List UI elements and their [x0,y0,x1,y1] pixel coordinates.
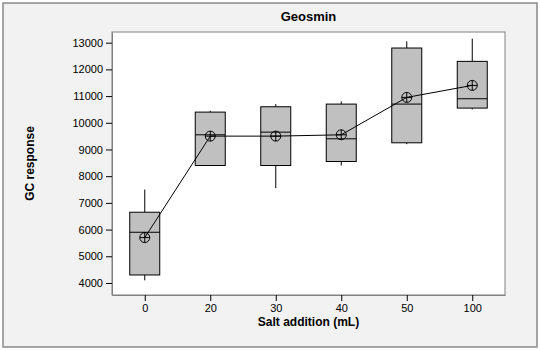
y-tick-label: 9000 [79,144,103,156]
mean-line [145,85,473,237]
box-group [392,41,422,144]
y-tick-mark [106,149,112,150]
x-axis-line [113,295,506,296]
x-tick-mark [210,295,211,301]
mean-circle [402,92,412,102]
upper-whisker [144,190,145,213]
y-tick-label: 8000 [79,170,103,182]
lower-whisker [275,166,276,189]
y-tick-mark [106,43,112,44]
x-tick: 0 [142,295,148,314]
box [195,112,225,165]
chart: 4000 5000 6000 7000 8000 9000 10000 11000 12000 1… [0,0,540,350]
title: Geosmin [281,9,337,24]
y-tick: 11000 [73,90,112,102]
y-tick-label: 11000 [73,90,103,102]
background [3,3,537,347]
median [457,98,487,99]
box [326,104,356,161]
mean-marker [140,233,150,243]
box-group [326,101,356,165]
x-tick-label: 50 [401,302,413,314]
lower-whisker [144,275,145,280]
mean-cross [472,80,473,90]
mean-marker [205,131,215,141]
y-tick: 8000 [79,170,112,182]
y-tick: 5000 [79,250,112,262]
y-tick: 13000 [72,37,112,49]
x-tick: 40 [336,295,348,314]
x-tick-label: 100 [464,302,482,314]
y-tick-mark [106,176,112,177]
mean-circle [271,131,281,141]
y-axis-line [112,33,113,296]
mean-circle [140,233,150,243]
mean-marker [271,131,281,141]
y-tick-label: 4000 [79,277,103,289]
y-tick-mark [106,230,112,231]
x-tick-mark [145,295,146,301]
box-group [261,104,291,188]
x-tick: 50 [401,295,413,314]
y-tick: 4000 [79,277,112,289]
x-tick: 100 [464,295,482,314]
y-tick-mark [106,203,112,204]
mean-marker [402,92,412,102]
x-tick-mark [341,295,342,301]
y-axis-title: GC response [23,126,37,201]
y-tick-label: 6000 [79,224,103,236]
marks [130,39,488,281]
y-tick-mark [106,96,112,97]
y-tick: 12000 [72,63,112,75]
y-tick: 9000 [79,144,112,156]
x-tick-label: 0 [142,302,148,314]
mean-cross [144,233,145,243]
y-tick-mark [106,283,112,284]
x-axis-title: Salt addition (mL) [258,315,359,329]
x-tick-label: 30 [270,302,282,314]
mean-cross [406,92,407,102]
y-tick: 7000 [79,197,112,209]
y-tick-mark [106,256,112,257]
x-tick: 30 [270,295,282,314]
upper-whisker [406,41,407,48]
y-tick: 6000 [79,224,112,236]
box-group [130,190,160,281]
x-tick-label: 40 [336,302,348,314]
x-tick-mark [407,295,408,301]
y-tick-mark [106,123,112,124]
plot-area [112,32,505,295]
x-axis: 0 20 30 40 50 100 [113,295,506,314]
y-tick-label: 10000 [72,117,103,129]
mean-circle [336,130,346,140]
x-tick: 20 [205,295,217,314]
mean-cross [210,131,211,141]
x-tick-mark [472,295,473,301]
box [457,61,487,108]
y-tick-label: 13000 [72,37,103,49]
mean-cross [341,130,342,140]
y-tick-mark [106,69,112,70]
mean-cross [275,131,276,141]
lower-whisker [341,161,342,165]
mean-circle [467,80,477,90]
y-tick-label: 12000 [72,63,103,75]
box-group [195,111,225,166]
box-group [457,39,487,110]
mean-marker [336,130,346,140]
x-tick-mark [276,295,277,301]
y-tick: 10000 [72,117,112,129]
mean-marker [467,80,477,90]
x-tick-label: 20 [205,302,217,314]
mean-circle [205,131,215,141]
y-tick-label: 7000 [79,197,103,209]
y-axis: 4000 5000 6000 7000 8000 9000 10000 11000 12000 1… [72,33,112,296]
upper-whisker [472,39,473,62]
y-tick-label: 5000 [79,250,103,262]
